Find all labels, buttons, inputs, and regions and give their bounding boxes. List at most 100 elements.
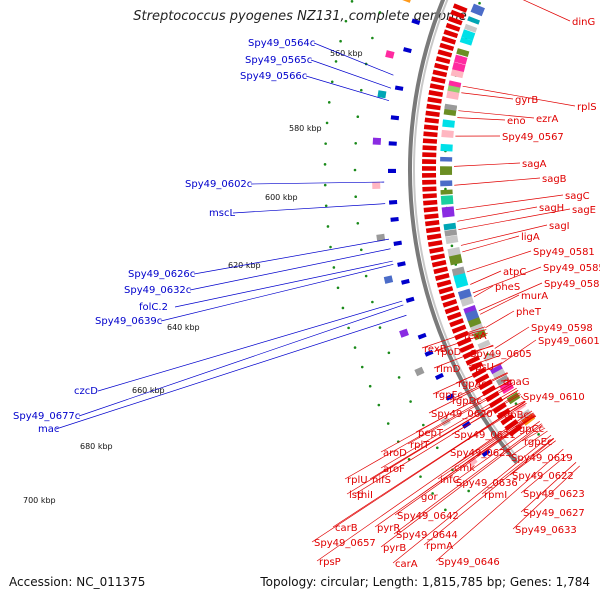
gene-label-forward[interactable]: Spy49_0601 (538, 336, 600, 347)
gene-label-forward[interactable]: Spy49_0610 (523, 392, 585, 403)
gene-label-forward[interactable]: aroF (383, 464, 405, 475)
reverse-gene-arrow (405, 296, 415, 303)
gene-label-forward[interactable]: Spy49_0598 (531, 323, 593, 334)
gene-label-forward[interactable]: thiI (357, 490, 373, 501)
gene-label-forward[interactable]: dinG (572, 17, 595, 28)
gene-label-forward[interactable]: Spy49_0636 (456, 478, 518, 489)
gene-leader-line (453, 420, 540, 483)
gene-label-forward[interactable]: pheT (516, 307, 542, 318)
gene-label-forward[interactable]: rpsP (319, 557, 341, 568)
gene-label-reverse[interactable]: Spy49_0639c (95, 316, 162, 327)
gene-label-forward[interactable]: rplS (577, 102, 597, 113)
forward-gene-arrow (423, 199, 438, 206)
gene-label-forward[interactable]: ligA (521, 232, 540, 243)
gene-label-forward[interactable]: Spy49_0567 (502, 132, 564, 143)
gene-label-reverse[interactable]: Spy49_0626c (128, 269, 195, 280)
gene-label-reverse[interactable]: Spy49_0566c (240, 71, 307, 82)
gene-label-forward[interactable]: atpC (503, 267, 526, 278)
gene-label-forward[interactable]: rpmA (426, 541, 453, 552)
gene-label-forward[interactable]: rgpAc (458, 379, 487, 390)
gene-label-forward[interactable]: dnaG (503, 377, 530, 388)
forward-gene-arrow (422, 186, 437, 192)
gene-label-forward[interactable]: aroD (383, 448, 407, 459)
gene-leader-line (520, 453, 569, 494)
gene-leader-line (392, 434, 552, 564)
gene-label-forward[interactable]: eno (507, 116, 526, 127)
gene-label-forward[interactable]: lsp (349, 490, 363, 501)
gene-label-forward[interactable]: sagC (565, 191, 590, 202)
gene-label-forward[interactable]: rgpCc (515, 424, 544, 435)
gene-label-forward[interactable]: sagI (549, 221, 570, 232)
gene-label-forward[interactable]: rpsU (471, 362, 494, 373)
gene-label-forward[interactable]: rgpFc (435, 390, 463, 401)
gc-dot (334, 60, 338, 63)
gene-label-forward[interactable]: rgpDc (452, 396, 482, 407)
gene-label-reverse[interactable]: Spy49_0632c (124, 285, 191, 296)
forward-gene-arrow (422, 159, 437, 165)
forward-gene-arrow (425, 226, 441, 234)
gene-label-forward[interactable]: cmk (454, 463, 475, 474)
gene-leader-line (481, 437, 554, 495)
gene-label-reverse[interactable]: folC.2 (139, 302, 168, 313)
gene-label-forward[interactable]: rlmD (436, 364, 461, 375)
gene-label-forward[interactable]: pheS (495, 282, 520, 293)
gene-label-forward[interactable]: Spy49_0619 (511, 453, 573, 464)
gene-leader-line (380, 424, 543, 548)
gene-label-reverse[interactable]: mac (38, 424, 59, 435)
gene-label-reverse[interactable]: Spy49_0565c (245, 55, 312, 66)
gene-label-forward[interactable]: rplT (410, 440, 430, 451)
cog-category-block (489, 364, 503, 375)
gene-label-reverse[interactable]: czcD (74, 386, 98, 397)
gene-label-forward[interactable]: rpoD (437, 347, 462, 358)
gene-label-forward[interactable]: ezrA (536, 114, 559, 125)
forward-gene-arrow (422, 179, 437, 185)
gene-label-forward[interactable]: carB (335, 523, 358, 534)
gc-dot (378, 11, 382, 14)
gene-label-forward[interactable]: sagB (542, 174, 567, 185)
gene-label-forward[interactable]: Spy49_0646 (438, 557, 500, 568)
gene-label-forward[interactable]: Spy49_0620 (431, 409, 493, 420)
gene-label-forward[interactable]: gyrB (515, 95, 538, 106)
gene-label-forward[interactable]: rexB (424, 344, 447, 355)
gene-label-forward[interactable]: Spy49_0585 (543, 263, 600, 274)
gene-label-forward[interactable]: sagE (572, 205, 596, 216)
gene-label-forward[interactable]: nifS (372, 475, 391, 486)
gene-label-forward[interactable]: sagH (539, 203, 564, 214)
gene-leader-line (394, 415, 536, 516)
gene-label-forward[interactable]: rgpBc (500, 410, 529, 421)
gene-label-forward[interactable]: pyrB (383, 543, 406, 554)
gene-label-forward[interactable]: Spy49_0605 (470, 349, 532, 360)
cog-category-block (441, 129, 454, 138)
gene-label-forward[interactable]: carA (395, 559, 418, 570)
gene-label-forward[interactable]: Spy49_0642 (397, 511, 459, 522)
gene-label-reverse[interactable]: mscL (209, 208, 235, 219)
gene-label-forward[interactable]: Spy49_0622 (512, 471, 574, 482)
gene-label-forward[interactable]: rplU (347, 475, 368, 486)
gene-leader-line (462, 85, 576, 107)
gene-label-forward[interactable]: Spy49_0623 (523, 489, 585, 500)
gene-label-forward[interactable]: murA (521, 291, 548, 302)
gene-label-forward[interactable]: Spy49_0657 (314, 538, 376, 549)
gene-label-forward[interactable]: infC (440, 475, 460, 486)
gene-label-forward[interactable]: sagA (522, 159, 547, 170)
cog-category-block (440, 166, 453, 176)
gene-label-forward[interactable]: Spy49_0627 (523, 508, 585, 519)
gene-label-forward[interactable]: pepT (418, 428, 444, 439)
gene-label-reverse[interactable]: Spy49_0602c (185, 179, 252, 190)
gene-label-forward[interactable]: rexA (464, 331, 487, 342)
gene-label-forward[interactable]: rgpEc (524, 437, 552, 448)
forward-gene-arrow (481, 385, 497, 397)
gene-label-forward[interactable]: Spy49_0588 (544, 279, 600, 290)
gene-label-forward[interactable]: gor (421, 492, 438, 503)
gene-label-reverse[interactable]: Spy49_0564c (248, 38, 315, 49)
gene-label-reverse[interactable]: Spy49_0677c (13, 411, 80, 422)
gene-label-forward[interactable]: pyrR (377, 523, 400, 534)
gc-dot (377, 403, 381, 407)
gene-label-forward[interactable]: rpmI (484, 490, 507, 501)
gene-label-forward[interactable]: Spy49_0621 (454, 430, 516, 441)
gene-label-forward[interactable]: Spy49_0581 (533, 247, 595, 258)
gene-label-forward[interactable]: Spy49_0625 (450, 448, 512, 459)
cog-category-block (457, 288, 472, 300)
gene-label-forward[interactable]: Spy49_0633 (515, 525, 577, 536)
